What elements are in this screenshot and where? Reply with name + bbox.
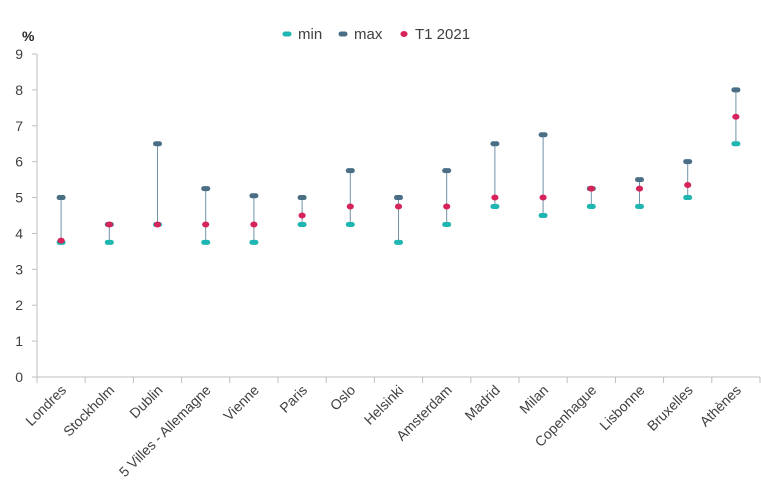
- legend-label-min: min: [298, 26, 322, 43]
- point-t1-2021-helsinki: [394, 203, 403, 210]
- y-tick-label: 6: [15, 154, 23, 170]
- point-max-paris: [297, 195, 307, 201]
- y-tick-label: 9: [15, 46, 23, 62]
- x-tick-label-5-villes-allemagne: 5 Villes - Allemagne: [116, 382, 214, 480]
- y-tick-label: 8: [15, 82, 23, 98]
- y-tick-label: 0: [15, 369, 23, 385]
- point-min-helsinki: [394, 239, 403, 245]
- point-t1-2021-5-villes-allemagne: [202, 221, 210, 228]
- point-t1-2021-vienne: [250, 221, 258, 228]
- point-min-milan: [538, 213, 548, 218]
- legend-label-max: max: [354, 26, 383, 43]
- x-tick-label-milan: Milan: [516, 382, 551, 417]
- point-t1-2021-oslo: [346, 203, 354, 210]
- legend-marker-max: [338, 31, 348, 37]
- point-min-copenhague: [586, 204, 596, 210]
- x-tick-label-athenes: Athènes: [696, 382, 744, 430]
- x-tick-label-bruxelles: Bruxelles: [644, 382, 696, 434]
- data-markers: [56, 87, 741, 245]
- point-t1-2021-athenes: [732, 113, 740, 120]
- point-t1-2021-milan: [539, 194, 547, 201]
- legend-label-t1-2021: T1 2021: [415, 26, 470, 43]
- point-t1-2021-stockholm: [105, 221, 113, 228]
- x-tick-label-helsinki: Helsinki: [361, 382, 407, 428]
- point-max-athenes: [731, 87, 741, 93]
- point-t1-2021-madrid: [491, 194, 499, 201]
- legend-marker-min: [282, 31, 292, 37]
- y-unit-label: %: [22, 28, 35, 44]
- y-axis: 0 1 2 3 4 5 6 7 8 9: [15, 46, 38, 385]
- x-tick-label-vienne: Vienne: [220, 382, 262, 424]
- point-max-vienne: [249, 193, 259, 199]
- range-lines: [60, 89, 737, 243]
- point-min-bruxelles: [683, 195, 693, 201]
- x-tick-label-dublin: Dublin: [126, 382, 165, 421]
- legend-marker-t1-2021: [400, 31, 408, 37]
- y-tick-label: 7: [15, 118, 23, 134]
- point-min-stockholm: [104, 239, 114, 245]
- point-t1-2021-copenhague: [587, 185, 595, 192]
- point-t1-2021-londres: [57, 237, 65, 244]
- point-min-vienne: [249, 239, 259, 245]
- point-t1-2021-bruxelles: [684, 181, 692, 188]
- point-max-dublin: [153, 141, 162, 147]
- point-max-londres: [56, 195, 66, 201]
- point-max-oslo: [345, 168, 355, 174]
- point-t1-2021-dublin: [153, 221, 162, 228]
- point-t1-2021-paris: [298, 212, 306, 219]
- point-min-5-villes-allemagne: [201, 239, 211, 245]
- y-tick-label: 5: [15, 190, 23, 206]
- point-max-amsterdam: [442, 168, 452, 174]
- point-min-amsterdam: [442, 221, 452, 227]
- y-tick-label: 3: [15, 261, 23, 277]
- point-max-5-villes-allemagne: [201, 186, 211, 192]
- point-max-milan: [538, 132, 548, 138]
- point-min-madrid: [490, 204, 500, 210]
- point-min-lisbonne: [635, 204, 644, 210]
- x-tick-label-paris: Paris: [276, 382, 310, 416]
- point-min-athenes: [731, 141, 741, 147]
- legend: min max T1 2021: [282, 26, 470, 43]
- y-tick-label: 1: [15, 333, 23, 349]
- point-max-helsinki: [394, 195, 403, 201]
- x-tick-label-stockholm: Stockholm: [60, 382, 118, 440]
- x-tick-label-londres: Londres: [22, 382, 69, 429]
- y-tick-label: 4: [15, 225, 23, 241]
- y-tick-label: 2: [15, 297, 23, 313]
- x-tick-label-lisbonne: Lisbonne: [596, 382, 648, 434]
- point-t1-2021-lisbonne: [635, 185, 644, 192]
- x-tick-label-madrid: Madrid: [461, 382, 503, 424]
- point-min-oslo: [345, 221, 355, 227]
- point-max-bruxelles: [683, 159, 693, 165]
- point-max-madrid: [490, 141, 500, 147]
- point-max-lisbonne: [635, 177, 644, 183]
- x-tick-label-oslo: Oslo: [327, 382, 359, 414]
- point-t1-2021-amsterdam: [443, 203, 451, 210]
- point-min-paris: [297, 221, 307, 227]
